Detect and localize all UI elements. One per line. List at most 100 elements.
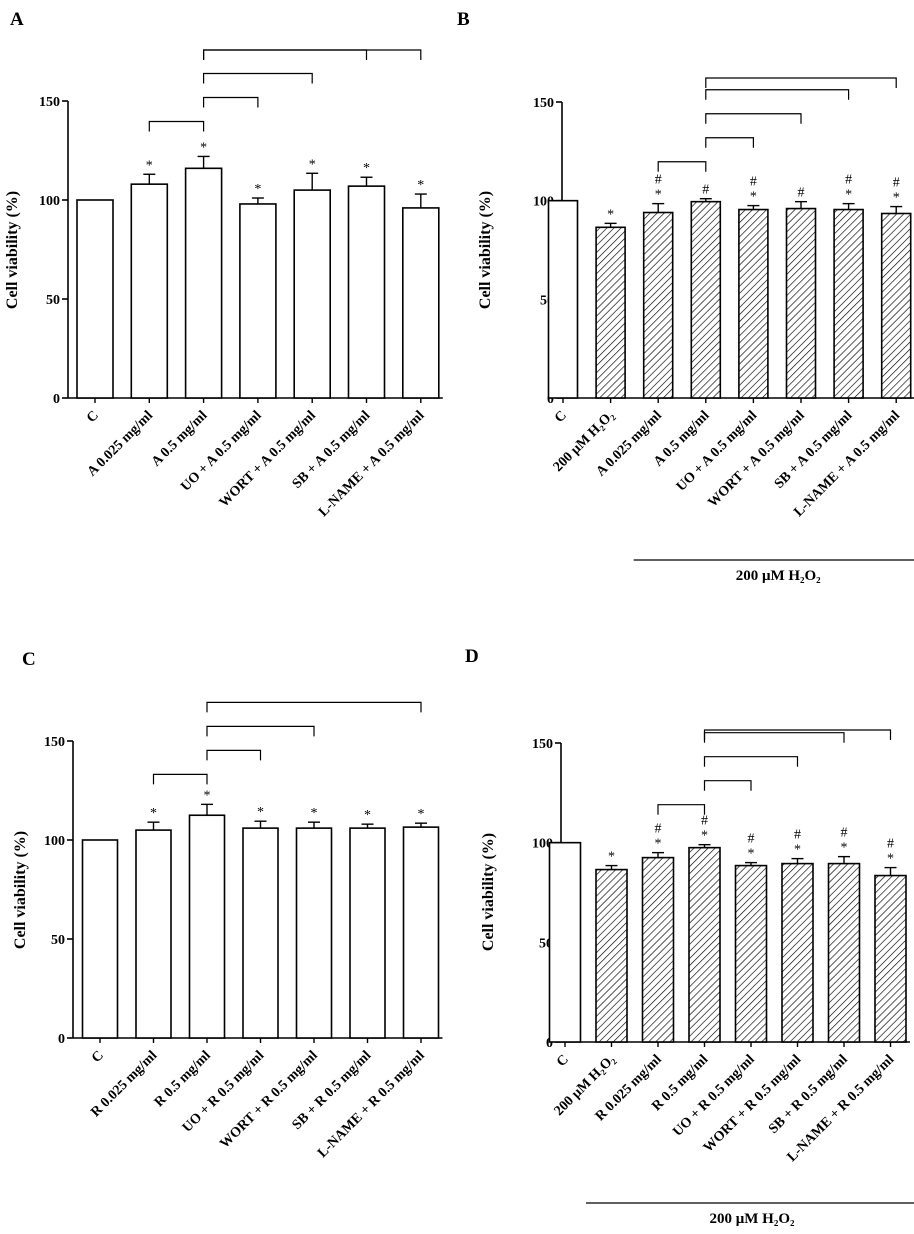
y-axis-label: Cell viability (%) [4, 191, 21, 309]
comparison-bracket [148, 120, 205, 132]
y-tick-label: 150 [39, 95, 60, 110]
comparison-bracket [206, 725, 315, 737]
y-tick-label: 100 [44, 834, 65, 849]
bar [347, 185, 386, 399]
significance-label: * [150, 806, 157, 821]
significance-label: # [748, 832, 755, 847]
y-tick-label: 0 [53, 392, 60, 407]
bar [239, 203, 277, 399]
category-label: C [554, 1052, 572, 1070]
significance-label: # [655, 822, 662, 837]
significance-label: * [607, 207, 614, 222]
y-tick-label: 100 [39, 194, 60, 209]
significance-label: # [845, 173, 852, 188]
significance-label: * [364, 808, 371, 823]
comparison-bracket [657, 161, 707, 172]
group-label: 200 μM H₂O₂ [736, 568, 821, 584]
comparison-bracket [203, 49, 368, 60]
bar [402, 826, 440, 1039]
significance-label: * [794, 843, 801, 858]
category-label: UO + R 0.5 mg/ml [670, 1052, 758, 1140]
comparison-bracket [152, 773, 208, 785]
category-label: UO + A 0.5 mg/ml [674, 408, 760, 494]
bar [734, 864, 768, 1043]
bar [242, 827, 279, 1039]
significance-label: # [702, 183, 709, 198]
bar [188, 814, 226, 1039]
bar [785, 207, 817, 399]
bar [874, 874, 907, 1043]
category-label: WORT + A 0.5 mg/ml [217, 408, 319, 510]
panel-letter: C [22, 649, 36, 670]
comparison-bracket [657, 804, 706, 815]
group-label: 200 μM H₂O₂ [710, 1211, 795, 1227]
significance-label: # [750, 175, 757, 190]
comparison-bracket [705, 89, 850, 100]
category-label: L-NAME + R 0.5 mg/ml [315, 1048, 428, 1161]
significance-label: * [204, 788, 211, 803]
category-label: C [552, 408, 570, 426]
significance-label: # [798, 186, 805, 201]
category-label: L-NAME + A 0.5 mg/ml [316, 408, 428, 520]
significance-label: # [655, 173, 662, 188]
bar [81, 839, 119, 1039]
category-label: C [89, 1048, 107, 1066]
comparison-bracket [703, 729, 892, 740]
y-tick-label: 0 [546, 1036, 553, 1051]
bar [135, 829, 172, 1039]
y-tick-label: 0 [58, 1032, 65, 1047]
significance-label: * [257, 805, 264, 820]
category-label: WORT + R 0.5 mg/ml [217, 1048, 321, 1152]
significance-label: * [841, 841, 848, 856]
y-tick-label: 50 [51, 933, 65, 948]
significance-label: * [418, 807, 425, 822]
bar [184, 167, 223, 399]
comparison-bracket [203, 49, 422, 60]
significance-label: * [200, 140, 207, 155]
bar [547, 199, 579, 399]
bar [690, 200, 722, 399]
bar [827, 862, 861, 1043]
bar [880, 212, 912, 399]
y-tick-label: 0 [547, 392, 554, 407]
bar [688, 846, 721, 1043]
significance-label: * [887, 852, 894, 867]
comparison-bracket [203, 72, 313, 84]
panel-letter: A [10, 9, 24, 30]
bar [641, 856, 675, 1043]
comparison-bracket [705, 77, 897, 88]
bar [781, 862, 814, 1043]
significance-label: * [655, 188, 662, 203]
significance-label: # [701, 814, 708, 829]
bar [130, 183, 169, 399]
comparison-bracket [703, 780, 752, 791]
comparison-bracket [703, 756, 799, 767]
significance-label: * [655, 837, 662, 852]
bar [548, 841, 582, 1043]
significance-label: * [748, 847, 755, 862]
comparison-bracket [206, 749, 262, 761]
significance-label: # [794, 828, 801, 843]
significance-label: * [309, 157, 316, 172]
category-label: C [84, 408, 102, 426]
significance-label: * [750, 190, 757, 205]
bar [738, 208, 769, 399]
bar [293, 189, 332, 399]
significance-label: # [841, 826, 848, 841]
bar [349, 827, 386, 1039]
bar [595, 226, 626, 399]
y-axis-label: Cell viability (%) [477, 191, 494, 309]
significance-label: * [363, 161, 370, 176]
comparison-bracket [705, 137, 754, 148]
significance-label: # [893, 176, 900, 191]
significance-label: * [254, 182, 261, 197]
significance-label: # [887, 837, 894, 852]
comparison-bracket [206, 701, 422, 713]
comparison-bracket [203, 96, 259, 108]
bar [401, 207, 440, 399]
y-axis-label: Cell viability (%) [480, 833, 497, 951]
